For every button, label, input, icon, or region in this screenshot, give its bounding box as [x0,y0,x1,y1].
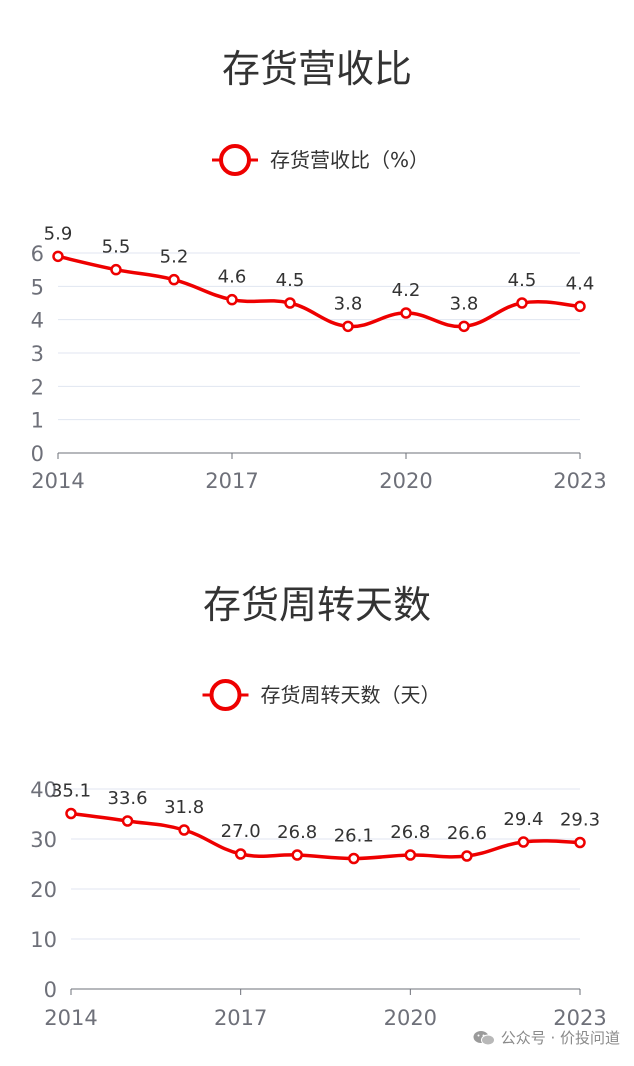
data-label: 4.5 [508,270,537,291]
data-point [574,300,586,313]
data-label: 29.4 [503,809,543,830]
data-point [234,848,247,860]
legend-label: 存货周转天数（天） [261,683,441,707]
x-tick-label: 2017 [214,1006,267,1030]
y-tick-label: 1 [31,409,44,433]
data-label: 26.8 [277,822,317,843]
data-point [226,293,238,306]
x-tick-label: 2023 [553,1006,606,1030]
data-point [461,850,473,862]
data-label: 5.9 [44,223,73,244]
y-tick-label: 6 [31,242,44,266]
data-point [458,320,470,333]
data-label: 35.1 [51,781,91,802]
y-tick-label: 2 [31,375,44,399]
legend-label: 存货营收比（%） [270,148,429,172]
watermark: 公众号 · 价投问道 [473,1027,620,1048]
data-label: 4.6 [218,267,247,288]
y-tick-label: 30 [30,828,57,852]
y-tick-label: 4 [31,309,44,333]
data-label: 26.1 [334,826,374,847]
watermark-text: 公众号 · 价投问道 [500,1029,620,1047]
data-point [574,836,586,849]
data-label: 29.3 [560,810,600,831]
data-point [404,849,417,861]
legend: 存货周转天数（天） [202,679,441,711]
chart-title: 存货周转天数 [203,583,431,627]
data-point [121,815,134,827]
y-tick-label: 40 [30,778,57,802]
data-label: 26.6 [447,823,487,844]
data-point [516,297,528,309]
y-tick-label: 0 [44,978,57,1002]
data-point [52,250,64,263]
x-tick-label: 2014 [31,469,84,493]
y-tick-label: 5 [31,275,44,299]
data-point [342,320,354,333]
data-point [65,807,77,820]
x-tick-label: 2014 [44,1006,97,1030]
data-label: 4.5 [276,270,305,291]
data-label: 4.2 [392,280,421,301]
data-label: 4.4 [566,273,595,294]
data-label: 5.5 [102,237,131,258]
data-point [284,297,296,309]
x-tick-label: 2020 [379,469,432,493]
legend: 存货营收比（%） [212,144,429,176]
data-point [400,307,412,319]
series-line [69,811,582,861]
data-label: 3.8 [450,293,479,314]
data-label: 5.2 [160,247,189,268]
data-point [517,836,530,848]
data-label: 33.6 [108,788,148,809]
x-tick-label: 2023 [553,469,606,493]
y-tick-label: 10 [30,928,57,952]
x-tick-label: 2017 [205,469,258,493]
data-point [178,824,190,836]
y-tick-label: 3 [31,342,44,366]
data-label: 27.0 [221,821,261,842]
data-label: 3.8 [334,293,363,314]
legend-circle-icon [209,679,242,711]
data-label: 26.8 [390,822,430,843]
y-tick-label: 20 [30,878,57,902]
data-point [291,849,303,861]
chart-title: 存货营收比 [222,47,412,91]
y-tick-label: 0 [31,442,44,466]
series-line [56,254,582,329]
wechat-icon [473,1030,495,1045]
data-label: 31.8 [164,797,204,818]
data-point [348,852,360,865]
legend-circle-icon [219,144,251,176]
data-point [168,273,180,286]
data-point [110,263,122,276]
x-tick-label: 2020 [384,1006,437,1030]
